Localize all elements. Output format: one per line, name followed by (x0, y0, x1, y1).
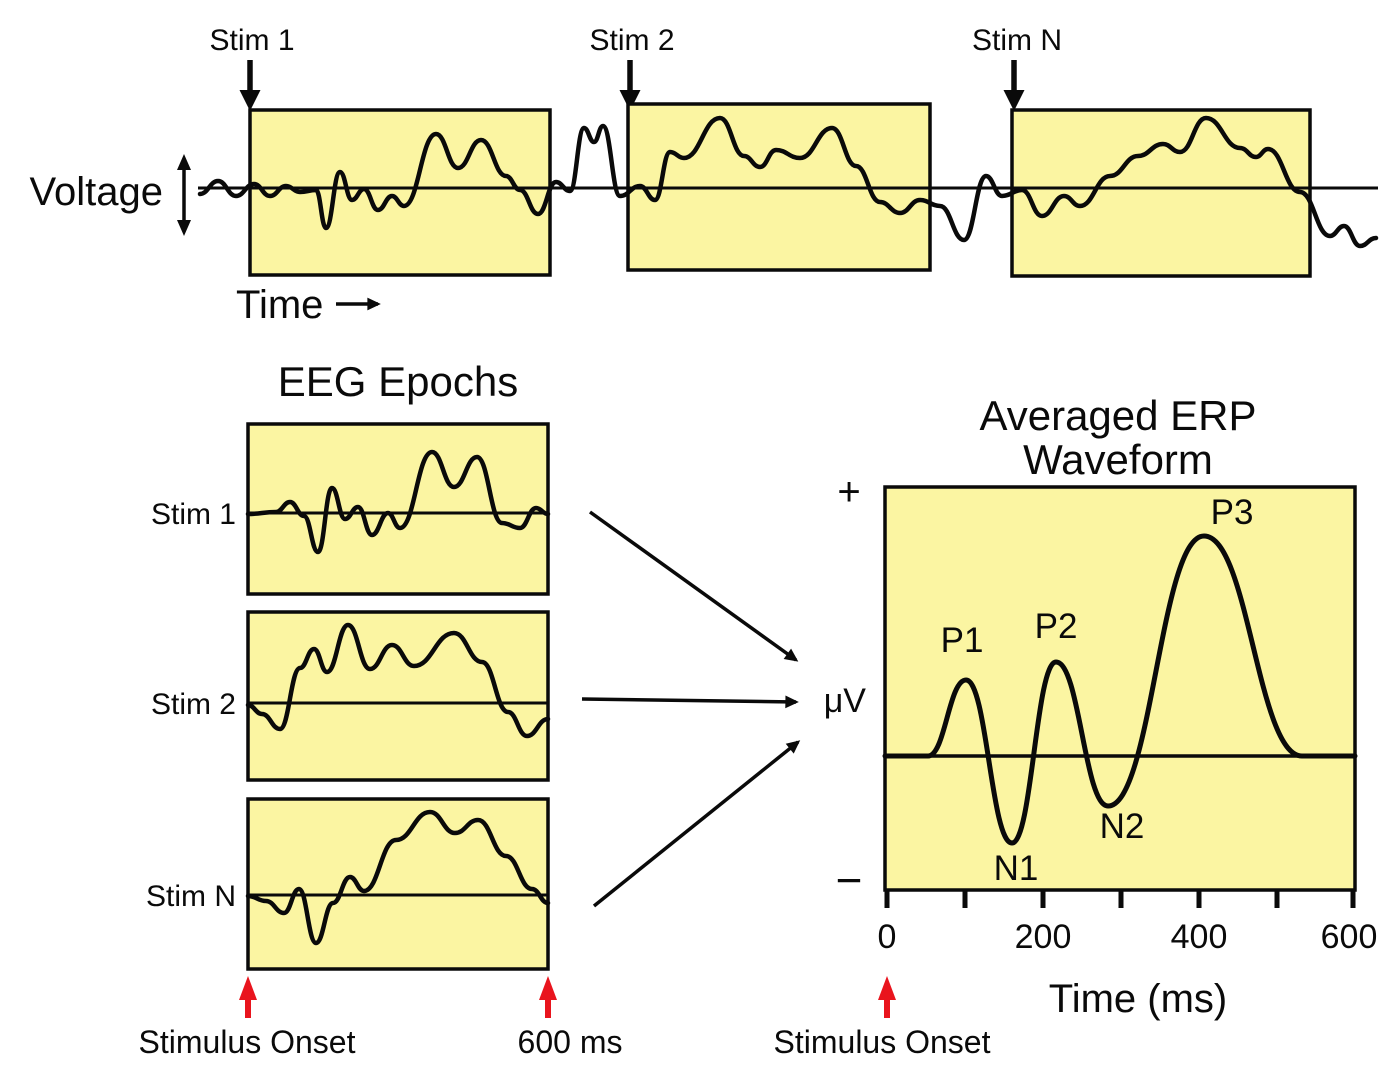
end-time-label: 600 ms (518, 1024, 623, 1060)
x-tick-label-600: 600 (1321, 918, 1378, 956)
y-unit-label: μV (824, 682, 867, 720)
epoch-box-3 (246, 797, 550, 971)
erp-waveform (882, 533, 1358, 846)
peak-label-p3: P3 (1211, 493, 1254, 532)
x-axis-label: Time (ms) (1049, 977, 1227, 1021)
voltage-range-arrow (177, 154, 191, 236)
erp-title-line2: Waveform (1023, 436, 1213, 483)
epoch-window-3 (1010, 108, 1312, 278)
y-minus-label: − (836, 854, 863, 906)
eeg-epochs-section: EEG Epochs Stim 1 Stim 2 Stim N (139, 358, 623, 1060)
epoch-row-1: Stim 1 (151, 422, 551, 596)
stim-1-label: Stim 1 (209, 24, 294, 57)
erp-title-line1: Averaged ERP (979, 392, 1256, 439)
eeg-epochs-title: EEG Epochs (278, 358, 518, 405)
x-tick-label-0: 0 (878, 918, 897, 956)
epoch-row-2: Stim 2 (151, 610, 551, 782)
epoch-box-1 (246, 422, 550, 596)
epoch-box-2 (246, 610, 550, 782)
averaging-arrow-1 (588, 510, 799, 662)
voltage-label: Voltage (30, 170, 163, 214)
continuous-eeg-trace (197, 115, 1379, 249)
time-label: Time (236, 283, 323, 327)
stim-2-label: Stim 2 (589, 24, 674, 57)
x-tick-label-200: 200 (1015, 918, 1072, 956)
averaging-arrow-3 (592, 740, 801, 908)
peak-label-n1: N1 (994, 849, 1039, 888)
stim-1-arrow (239, 60, 261, 111)
stim-n-arrow (1003, 60, 1025, 111)
stimulus-onset-arrow-left (239, 976, 257, 1018)
epoch-trace-2 (245, 622, 551, 739)
epoch-label-2: Stim 2 (151, 688, 236, 721)
peak-label-n2: N2 (1100, 807, 1145, 846)
erp-plot-box (883, 485, 1357, 892)
averaging-arrows (581, 510, 801, 908)
stimulus-onset-label-left: Stimulus Onset (139, 1024, 356, 1060)
averaged-erp-section: Averaged ERP Waveform P1 N1 P2 N2 P3 + μ… (774, 392, 1378, 1060)
peak-label-p1: P1 (941, 621, 984, 660)
epoch-row-3: Stim N (146, 797, 551, 971)
stim-n-label: Stim N (972, 24, 1062, 57)
continuous-eeg-section: Stim 1 Stim 2 Stim N (30, 24, 1379, 327)
x-tick-label-400: 400 (1171, 918, 1228, 956)
stimulus-onset-label-erp: Stimulus Onset (774, 1024, 991, 1060)
peak-label-p2: P2 (1035, 607, 1078, 646)
stimulus-onset-arrow-erp (878, 976, 896, 1018)
epoch-label-3: Stim N (146, 880, 236, 913)
x-axis-ticks (884, 891, 1356, 908)
epoch-trace-1 (245, 449, 551, 555)
stim-2-arrow (619, 60, 641, 111)
y-plus-label: + (837, 470, 860, 514)
epoch-label-1: Stim 1 (151, 498, 236, 531)
averaging-arrow-2 (581, 695, 799, 709)
epoch-trace-3 (245, 809, 551, 946)
end-time-arrow (539, 976, 557, 1018)
